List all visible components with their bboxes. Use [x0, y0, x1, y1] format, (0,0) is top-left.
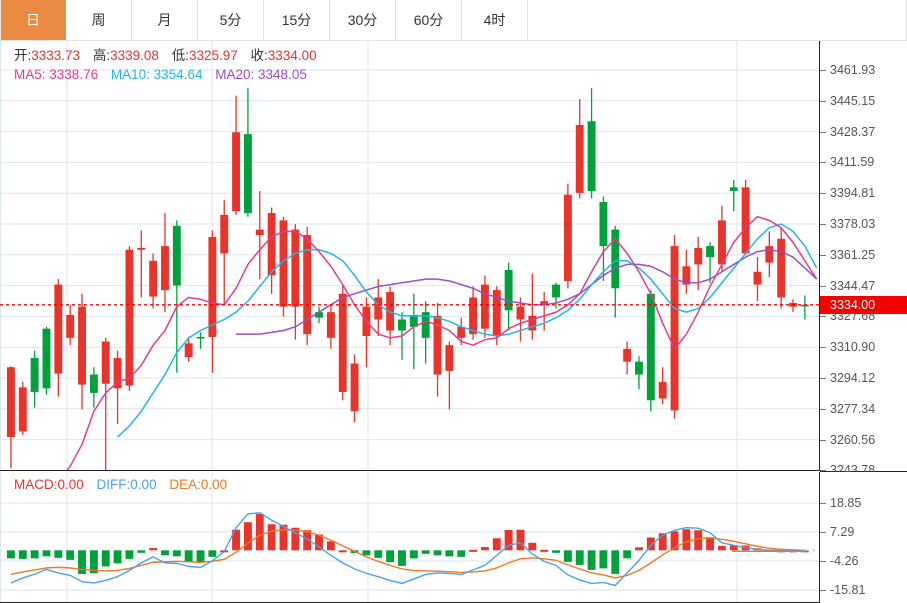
price-chart-pane[interactable] [0, 41, 820, 471]
price-axis-tick [820, 162, 826, 164]
tab-bar-filler [528, 0, 907, 40]
macd-axis-tick [820, 532, 826, 533]
period-tab-7[interactable]: 4时 [462, 0, 528, 40]
price-axis-tick [820, 70, 826, 71]
price-axis-tick [820, 131, 826, 133]
price-axis-label: 3260.56 [830, 432, 876, 447]
price-axis-tick [820, 193, 826, 195]
price-axis-tick [820, 408, 826, 410]
price-axis-label: 3361.25 [830, 247, 876, 262]
price-axis-tick [820, 378, 826, 379]
macd-axis-label: -15.81 [830, 583, 866, 597]
macd-axis-label: 18.85 [830, 496, 862, 510]
price-axis-label: 3394.81 [830, 186, 876, 201]
price-axis-label: 3445.15 [830, 93, 876, 108]
macd-svg [0, 472, 819, 603]
period-tab-1[interactable]: 周 [66, 0, 132, 40]
price-axis-label: 3411.59 [830, 155, 875, 170]
price-axis-tick [820, 347, 826, 349]
candlestick-svg [0, 41, 819, 470]
price-axis-tick [820, 316, 826, 318]
period-tab-0[interactable]: 日 [0, 0, 66, 40]
price-axis-tick [820, 224, 826, 225]
macd-axis-label: 7.29 [830, 525, 855, 539]
period-tab-2[interactable]: 月 [132, 0, 198, 40]
macd-axis-tick [820, 590, 826, 591]
price-axis-tick [820, 439, 826, 441]
price-axis-label: 3310.90 [830, 340, 876, 355]
last-price-badge: 3334.00 [820, 295, 907, 314]
macd-axis: 18.85 7.29 -4.26 -15.81 [820, 472, 907, 603]
price-axis-label: 3461.93 [830, 63, 876, 77]
price-axis-label: 3294.12 [830, 371, 876, 385]
period-tab-3[interactable]: 5分 [198, 0, 264, 40]
macd-axis-tick [820, 561, 826, 562]
period-tab-4[interactable]: 15分 [264, 0, 330, 40]
price-axis-tick [820, 285, 826, 287]
period-tab-bar: 日周月 5分 15分 30分 60分 4时 [0, 0, 907, 41]
price-axis: 3461.93 3445.15 3428.37 3411.59 3394.81 3378.… [820, 41, 907, 477]
price-axis-tick [820, 254, 826, 256]
price-axis-label: 3344.47 [830, 278, 876, 293]
price-axis-label: 3428.37 [830, 124, 876, 139]
price-axis-label: 3277.34 [830, 401, 876, 416]
price-axis-tick [820, 470, 826, 472]
price-axis-label: 3378.03 [830, 217, 876, 231]
macd-chart-pane[interactable]: MACD:0.00 DIFF:0.00 DEA:0.00 [0, 472, 820, 603]
macd-axis-tick [820, 503, 826, 504]
macd-axis-label: -4.26 [830, 554, 859, 568]
price-axis-tick [820, 100, 826, 102]
period-tab-5[interactable]: 30分 [330, 0, 396, 40]
period-tab-6[interactable]: 60分 [396, 0, 462, 40]
